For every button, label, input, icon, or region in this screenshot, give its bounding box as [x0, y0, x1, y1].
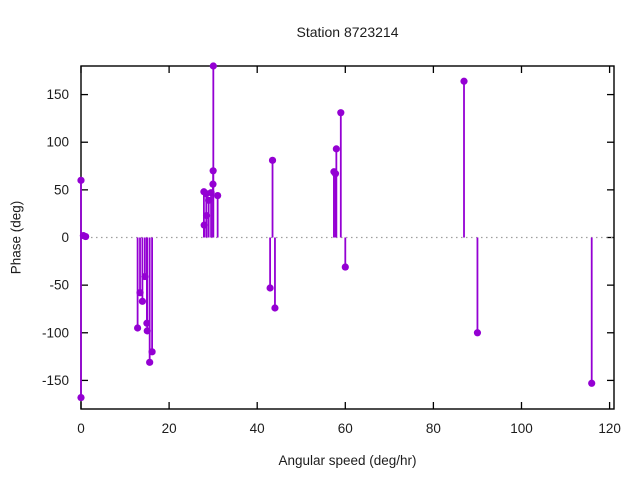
data-point	[202, 211, 211, 220]
y-tick-label: -50	[49, 278, 69, 293]
data-point	[143, 319, 151, 327]
data-point	[209, 62, 217, 70]
data-point	[200, 221, 208, 229]
data-point	[209, 180, 217, 188]
x-tick-label: 80	[426, 421, 441, 436]
y-tick-label: -150	[42, 373, 69, 388]
x-tick-label: 120	[598, 421, 621, 436]
data-point	[271, 304, 279, 312]
data-point	[214, 191, 222, 200]
data-point	[77, 393, 85, 402]
data-point	[143, 327, 151, 335]
data-point	[82, 232, 90, 241]
data-point	[209, 167, 217, 175]
data-point	[141, 272, 149, 281]
data-point	[266, 284, 274, 292]
y-tick-label: -100	[42, 325, 69, 340]
data-point	[460, 77, 468, 85]
data-point	[331, 170, 340, 178]
x-tick-label: 40	[250, 421, 265, 436]
y-tick-label: 0	[61, 230, 69, 245]
data-point	[473, 329, 482, 337]
data-point	[268, 156, 277, 164]
data-point	[138, 297, 147, 305]
data-point	[77, 176, 85, 184]
data-point	[205, 196, 213, 204]
data-point	[136, 289, 144, 297]
x-tick-label: 100	[510, 421, 533, 436]
chart-title: Station 8723214	[296, 24, 399, 40]
data-point	[146, 358, 154, 366]
data-point	[134, 324, 142, 332]
y-tick-label: 100	[46, 135, 69, 150]
data-point	[341, 263, 349, 271]
y-axis-label: Phase (deg)	[8, 200, 24, 275]
data-point	[148, 348, 156, 356]
y-tick-label: 50	[54, 182, 69, 197]
x-tick-label: 0	[77, 421, 85, 436]
data-point	[207, 189, 215, 197]
x-axis-label: Angular speed (deg/hr)	[278, 453, 417, 468]
data-point	[337, 109, 345, 117]
x-tick-label: 20	[162, 421, 177, 436]
data-point	[588, 379, 596, 387]
data-point	[332, 145, 340, 153]
y-tick-label: 150	[46, 87, 69, 102]
x-tick-label: 60	[338, 421, 353, 436]
